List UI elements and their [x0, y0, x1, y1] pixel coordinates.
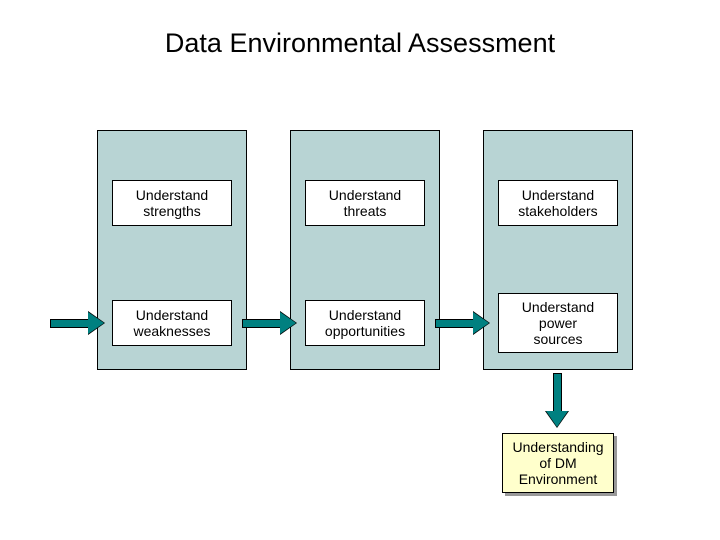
arrow-panel-2-to-3	[435, 313, 490, 335]
arrow-panel-1-to-2	[242, 313, 297, 335]
arrow-down-to-outcome	[547, 373, 569, 428]
outcome-label: Understanding of DM Environment	[512, 439, 603, 487]
box-label: Understand threats	[329, 187, 401, 219]
box-label: Understand power sources	[522, 299, 594, 347]
arrow-into-panel-1	[50, 313, 105, 335]
page-title: Data Environmental Assessment	[0, 28, 720, 59]
box-stakeholders: Understand stakeholders	[498, 180, 618, 226]
outcome-box: Understanding of DM Environment	[502, 433, 614, 493]
box-label: Understand weaknesses	[133, 307, 210, 339]
box-power-sources: Understand power sources	[498, 293, 618, 353]
box-opportunities: Understand opportunities	[305, 300, 425, 346]
box-label: Understand opportunities	[325, 307, 405, 339]
box-strengths: Understand strengths	[112, 180, 232, 226]
box-label: Understand strengths	[136, 187, 208, 219]
box-threats: Understand threats	[305, 180, 425, 226]
box-label: Understand stakeholders	[518, 187, 597, 219]
box-weaknesses: Understand weaknesses	[112, 300, 232, 346]
